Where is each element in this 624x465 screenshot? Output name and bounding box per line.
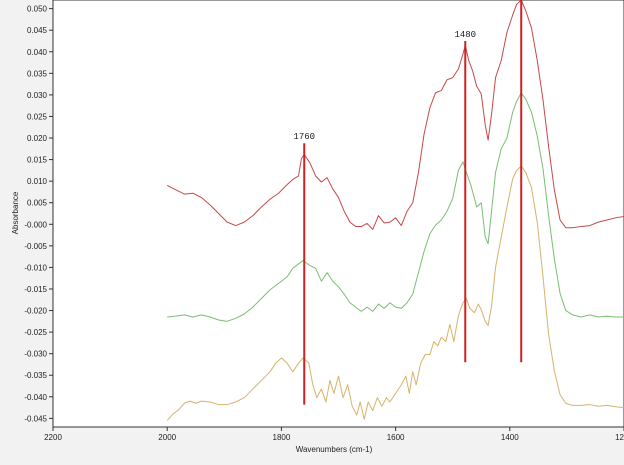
x-tick-label: 1800 bbox=[273, 433, 291, 442]
plot-area bbox=[52, 0, 624, 428]
series-line-125-c bbox=[167, 92, 624, 322]
peak-annotations: 176014801380 bbox=[293, 0, 523, 405]
y-axis-title: Absorbance bbox=[11, 191, 20, 234]
x-tick-label: 1400 bbox=[501, 433, 519, 442]
y-tick-label: -0.030 bbox=[24, 350, 47, 359]
y-tick-label: 0.015 bbox=[27, 156, 48, 165]
x-axis-title: Wavenumbers (cm-1) bbox=[296, 445, 373, 454]
y-tick-label: 0.040 bbox=[27, 48, 48, 57]
x-axis: 2200 2000 1800 1600 1400 1200 bbox=[44, 427, 624, 442]
y-tick-label: 0.010 bbox=[27, 177, 48, 186]
y-tick-label: 0.005 bbox=[27, 199, 48, 208]
series-line-38-c bbox=[166, 0, 624, 230]
y-tick-label: -0.000 bbox=[24, 220, 47, 229]
x-tick-label: 1200 bbox=[615, 433, 624, 442]
peak-label-1480: 1480 bbox=[454, 30, 476, 40]
y-tick-label: -0.010 bbox=[24, 263, 47, 272]
y-tick-label: 0.045 bbox=[27, 26, 48, 35]
y-axis: 0.050 0.045 0.040 0.035 0.030 0.025 0.020 0.015… bbox=[24, 5, 53, 423]
x-tick-label: 1600 bbox=[387, 433, 405, 442]
y-tick-label: -0.045 bbox=[24, 414, 47, 423]
series-group bbox=[166, 0, 624, 421]
peak-label-1760: 1760 bbox=[293, 132, 315, 142]
y-tick-label: 0.025 bbox=[27, 112, 48, 121]
y-tick-label: 0.030 bbox=[27, 91, 48, 100]
y-tick-label: 0.050 bbox=[27, 5, 48, 14]
x-tick-label: 2200 bbox=[44, 433, 62, 442]
x-tick-label: 2000 bbox=[158, 433, 176, 442]
y-tick-label: 0.035 bbox=[27, 69, 48, 78]
y-tick-label: -0.020 bbox=[24, 307, 47, 316]
y-tick-label: -0.015 bbox=[24, 285, 47, 294]
y-tick-label: -0.005 bbox=[24, 242, 47, 251]
series-line-280-c bbox=[166, 165, 624, 421]
y-tick-label: -0.035 bbox=[24, 371, 47, 380]
y-tick-label: -0.040 bbox=[24, 393, 47, 402]
y-tick-label: -0.025 bbox=[24, 328, 47, 337]
y-tick-label: 0.020 bbox=[27, 134, 48, 143]
